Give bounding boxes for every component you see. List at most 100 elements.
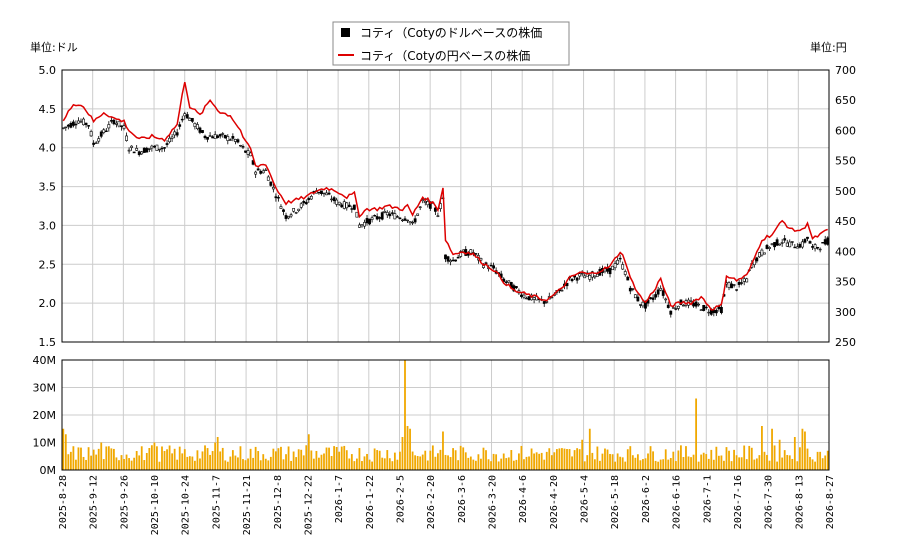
- x-tick-19: 2026-6-2: [641, 475, 652, 523]
- candle-body-39: [160, 147, 164, 150]
- jpy-price-line: [62, 82, 828, 311]
- candle-body-97: [307, 198, 311, 200]
- volume-bar-90: [290, 460, 292, 470]
- volume-bar-194: [553, 452, 556, 470]
- candle-body-87: [282, 209, 285, 212]
- volume-bar-126: [381, 457, 384, 470]
- volume-bar-216: [609, 453, 611, 470]
- volume-bar-57: [206, 448, 209, 470]
- volume-bar-221: [621, 457, 624, 470]
- price-plot-area: [62, 70, 829, 342]
- x-tick-23: 2026-7-30: [764, 475, 775, 529]
- candle-body-277: [763, 252, 766, 255]
- right-tick-350: 350: [835, 276, 856, 289]
- left-tick-3.0: 3.0: [39, 219, 57, 232]
- volume-bar-251: [697, 461, 700, 470]
- volume-bar-86: [280, 446, 282, 470]
- candle-body-48: [183, 113, 187, 117]
- volume-bar-266: [735, 455, 738, 470]
- volume-bar-36: [153, 442, 156, 470]
- volume-bar-260: [720, 455, 723, 470]
- volume-bar-179: [515, 459, 518, 470]
- candle-body-292: [801, 241, 804, 248]
- candle-body-211: [595, 273, 599, 277]
- candle-body-137: [408, 221, 412, 224]
- volume-bar-73: [247, 458, 249, 470]
- candle-body-260: [720, 307, 723, 314]
- x-tick-13: 2026-3-6: [457, 475, 468, 523]
- x-tick-6: 2025-11-21: [242, 475, 253, 535]
- candle-body-125: [378, 217, 382, 219]
- x-tick-1: 2025-9-12: [89, 475, 100, 529]
- candle-body-132: [396, 216, 399, 218]
- volume-bar-151: [444, 454, 447, 470]
- volume-bar-257: [712, 459, 715, 470]
- candle-body-102: [320, 190, 323, 194]
- volume-bar-97: [307, 434, 310, 470]
- price-grid: [61, 69, 830, 343]
- volume-bar-61: [216, 437, 219, 470]
- volume-bar-56: [204, 445, 206, 470]
- volume-bar-171: [495, 454, 498, 470]
- candle-body-203: [575, 277, 579, 281]
- volume-bar-37: [156, 446, 158, 470]
- candle-body-232: [649, 297, 652, 299]
- volume-bar-52: [193, 460, 196, 470]
- candle-body-163: [474, 253, 478, 255]
- candle-body-90: [289, 214, 293, 217]
- candle-body-183: [525, 297, 528, 300]
- candle-body-144: [426, 201, 430, 206]
- volume-bar-158: [462, 447, 465, 470]
- left-tick-4.5: 4.5: [39, 103, 57, 116]
- volume-bar-132: [396, 459, 399, 470]
- volume-bar-18: [107, 446, 110, 470]
- volume-bar-292: [801, 428, 804, 470]
- candle-body-118: [360, 224, 364, 227]
- candle-body-282: [775, 239, 779, 246]
- volume-bar-95: [302, 455, 305, 470]
- volume-bar-299: [819, 451, 822, 470]
- volume-bar-26: [128, 458, 130, 470]
- volume-bar-25: [125, 454, 128, 470]
- candle-body-106: [330, 198, 333, 201]
- volume-bar-129: [388, 458, 391, 470]
- volume-bar-238: [664, 449, 667, 470]
- candle-body-43: [170, 136, 174, 139]
- volume-bar-263: [728, 450, 730, 470]
- volume-bar-255: [707, 458, 710, 470]
- volume-bar-269: [743, 445, 746, 470]
- volume-bar-206: [583, 461, 586, 470]
- candle-body-223: [626, 276, 630, 281]
- volume-bar-136: [406, 426, 409, 470]
- candle-body-67: [231, 136, 235, 139]
- volume-bar-244: [680, 445, 682, 470]
- candle-body-56: [203, 135, 207, 139]
- candle-body-108: [335, 199, 339, 205]
- volume-bar-180: [518, 453, 520, 470]
- candle-body-60: [213, 134, 217, 139]
- volume-bar-148: [437, 453, 439, 470]
- x-tick-16: 2026-4-20: [549, 475, 560, 529]
- candle-body-182: [522, 294, 526, 298]
- candle-body-236: [659, 288, 663, 291]
- right-axis-ticks: 250 300 350 400 450 500 550 600 650 700: [835, 64, 856, 349]
- x-tick-3: 2025-10-10: [150, 475, 161, 535]
- volume-bar-35: [150, 445, 153, 470]
- candle-body-32: [142, 147, 146, 153]
- right-tick-300: 300: [835, 306, 856, 319]
- candle-body-124: [375, 216, 379, 220]
- volume-bar-5: [75, 459, 77, 470]
- candle-body-279: [768, 247, 771, 249]
- volume-bar-141: [419, 456, 422, 470]
- volume-bar-59: [211, 451, 214, 470]
- volume-bar-222: [624, 461, 627, 470]
- x-axis-ticks: 2025-8-28 2025-9-12 2025-9-26 2025-10-10 202…: [58, 475, 836, 535]
- candle-body-116: [355, 211, 359, 218]
- candle-body-94: [299, 203, 303, 208]
- left-axis-ticks: 1.5 2.0 2.5 3.0 3.5 4.0 4.5 5.0: [39, 64, 57, 349]
- x-tick-10: 2026-1-22: [365, 475, 376, 529]
- volume-bar-214: [604, 448, 606, 470]
- candle-body-45: [175, 132, 179, 136]
- x-tick-2: 2025-9-26: [119, 475, 130, 529]
- volume-bar-212: [599, 460, 601, 470]
